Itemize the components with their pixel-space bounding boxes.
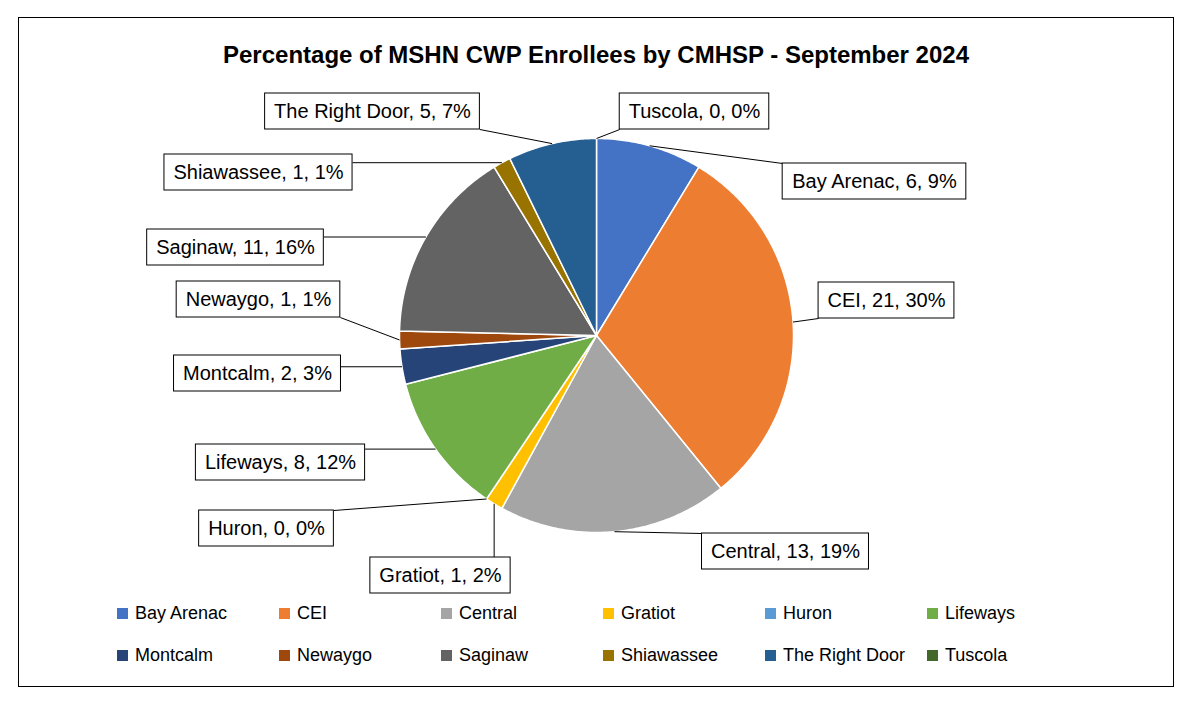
- html-text:Newaygo: Newaygo: [297, 644, 372, 665]
- svg-text:Bay Arenac, 6, 9%: Bay Arenac, 6, 9%: [792, 170, 957, 192]
- svg-text:The Right Door, 5, 7%: The Right Door, 5, 7%: [274, 100, 471, 122]
- svg-text:Montcalm, 2, 3%: Montcalm, 2, 3%: [183, 362, 332, 384]
- svg-text:CEI, 21, 30%: CEI, 21, 30%: [828, 289, 946, 311]
- html-text:Huron: Huron: [783, 602, 832, 623]
- html-text:Lifeways: Lifeways: [945, 602, 1015, 623]
- svg-text:Gratiot, 1, 2%: Gratiot, 1, 2%: [379, 564, 501, 586]
- html-text:Shiawassee: Shiawassee: [621, 644, 719, 665]
- svg-text:Tuscola, 0, 0%: Tuscola, 0, 0%: [629, 100, 761, 122]
- html-text:Saginaw: Saginaw: [459, 644, 528, 665]
- svg-text:Saginaw, 11, 16%: Saginaw, 11, 16%: [156, 236, 315, 258]
- html-text:CEI: CEI: [297, 602, 327, 623]
- svg-text:Newaygo, 1, 1%: Newaygo, 1, 1%: [186, 288, 332, 310]
- html-text:Central: Central: [459, 602, 517, 623]
- html-text:The Right Door: The Right Door: [783, 644, 906, 665]
- html-text:Bay Arenac: Bay Arenac: [135, 602, 228, 623]
- svg-text:Lifeways, 8, 12%: Lifeways, 8, 12%: [205, 451, 356, 473]
- html-text:Percentage of MSHN CWP Enrolle: Percentage of MSHN CWP Enrollees by CMHS…: [223, 41, 969, 68]
- svg-text:Huron, 0, 0%: Huron, 0, 0%: [208, 517, 325, 539]
- html-text:Tuscola: Tuscola: [945, 644, 1008, 665]
- svg-text:Shiawassee, 1, 1%: Shiawassee, 1, 1%: [173, 161, 343, 183]
- html-text:Montcalm: Montcalm: [135, 644, 213, 665]
- svg-text:Central, 13, 19%: Central, 13, 19%: [711, 540, 860, 562]
- html-text:Gratiot: Gratiot: [621, 602, 675, 623]
